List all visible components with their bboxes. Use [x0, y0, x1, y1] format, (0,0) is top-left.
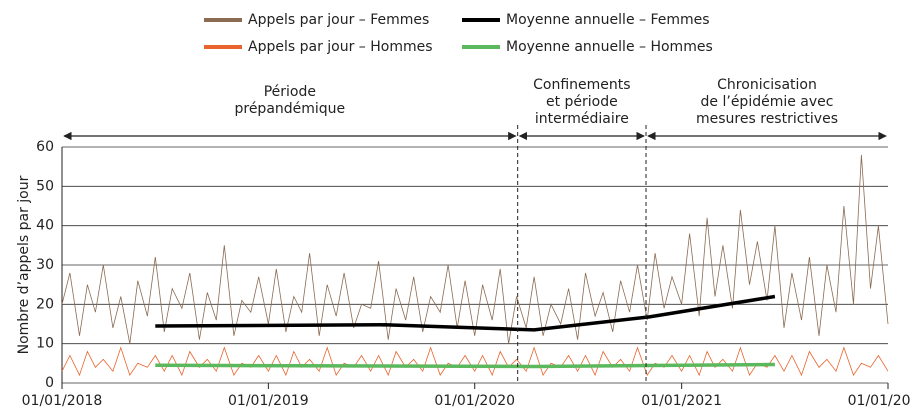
series-line [155, 362, 775, 369]
y-tick-label: 10 [36, 336, 54, 352]
x-tick-label: 01/01/2022 [848, 393, 910, 409]
period-label: mesures restrictives [696, 111, 838, 127]
series-line [61, 154, 889, 344]
period-label: et période [546, 94, 618, 110]
period-label: de l’épidémie avec [701, 94, 834, 110]
series-line [61, 346, 889, 377]
legend-label: Appels par jour – Femmes [248, 12, 429, 28]
period-label: intermédiaire [535, 111, 629, 127]
x-tick-label: 01/01/2018 [22, 393, 103, 409]
legend-label: Moyenne annuelle – Femmes [506, 12, 710, 28]
y-tick-label: 60 [36, 139, 54, 155]
period-label: Période [264, 84, 316, 100]
legend-label: Moyenne annuelle – Hommes [506, 39, 713, 55]
legend-label: Appels par jour – Hommes [248, 39, 433, 55]
y-tick-label: 30 [36, 257, 54, 273]
x-tick-label: 01/01/2021 [641, 393, 722, 409]
period-label: Chronicisation [717, 77, 817, 93]
y-tick-label: 50 [36, 178, 54, 194]
period-label: Confinements [533, 77, 630, 93]
y-tick-label: 20 [36, 296, 54, 312]
y-axis-label: Nombre d’appels par jour [16, 175, 32, 354]
period-label: prépandémique [234, 101, 345, 117]
y-tick-label: 40 [36, 218, 54, 234]
x-tick-label: 01/01/2020 [434, 393, 515, 409]
y-tick-label: 0 [45, 375, 54, 391]
series-line [155, 294, 776, 332]
x-tick-label: 01/01/2019 [228, 393, 309, 409]
